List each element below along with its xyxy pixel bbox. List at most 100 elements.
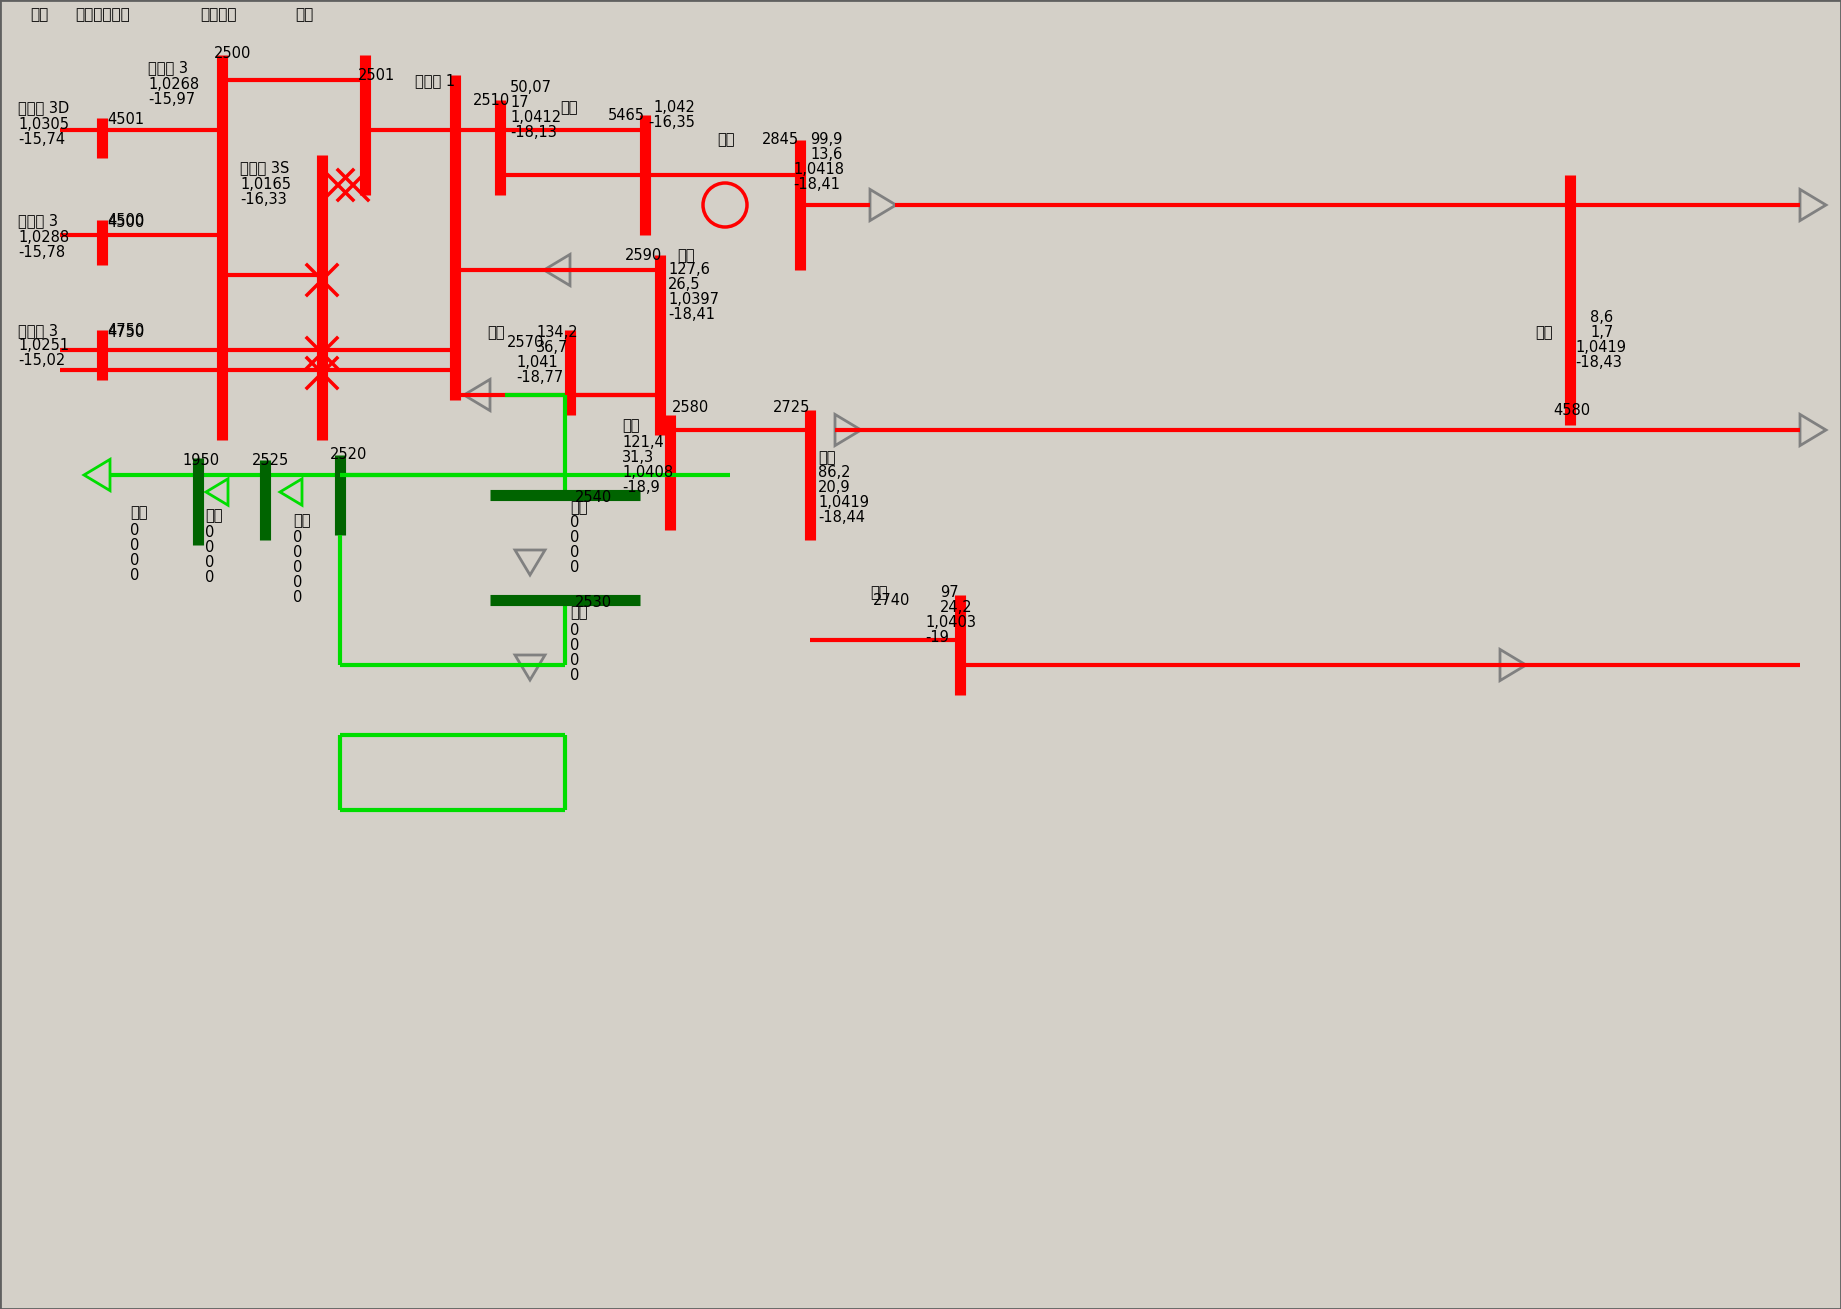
Text: 0: 0 — [204, 555, 214, 569]
Text: 4750: 4750 — [107, 325, 144, 340]
Text: 134,2: 134,2 — [536, 325, 578, 340]
Text: 0: 0 — [293, 590, 302, 605]
Text: 0: 0 — [293, 575, 302, 590]
Text: -18,9: -18,9 — [622, 480, 659, 495]
Text: 24,2: 24,2 — [941, 600, 972, 615]
Text: -15,74: -15,74 — [18, 132, 64, 147]
Text: -18,41: -18,41 — [668, 308, 714, 322]
Text: 0: 0 — [571, 637, 580, 653]
Text: 1,041: 1,041 — [515, 355, 558, 370]
Text: 종남: 종남 — [571, 605, 587, 620]
Text: 0: 0 — [131, 524, 140, 538]
Text: 1,0165: 1,0165 — [239, 177, 291, 192]
Text: 신장: 신장 — [677, 247, 694, 263]
Text: 구의: 구의 — [131, 505, 147, 520]
Text: 1,0397: 1,0397 — [668, 292, 720, 308]
Text: 전력조류: 전력조류 — [201, 8, 236, 22]
Bar — [2, 3, 1839, 27]
Text: 0: 0 — [204, 569, 214, 585]
Text: 5465: 5465 — [608, 109, 644, 123]
Text: 1,0305: 1,0305 — [18, 117, 68, 132]
Text: 2580: 2580 — [672, 401, 709, 415]
Text: 동서울 3S: 동서울 3S — [239, 160, 289, 175]
Text: 송파: 송파 — [488, 325, 504, 340]
Text: 신성남 3D: 신성남 3D — [18, 99, 70, 115]
Text: 1,0408: 1,0408 — [622, 465, 674, 480]
Text: 2510: 2510 — [473, 93, 510, 109]
Text: 17: 17 — [510, 96, 528, 110]
Text: 31,3: 31,3 — [622, 450, 654, 465]
Text: -15,78: -15,78 — [18, 245, 64, 260]
Text: 0: 0 — [293, 560, 302, 575]
Text: 99,9: 99,9 — [810, 132, 843, 147]
Text: 2500: 2500 — [214, 46, 252, 62]
Text: -19: -19 — [924, 630, 948, 645]
Text: 0: 0 — [131, 538, 140, 552]
Text: 삼성: 삼성 — [871, 585, 887, 600]
Text: 1,0288: 1,0288 — [18, 230, 70, 245]
Text: 127,6: 127,6 — [668, 262, 711, 278]
Text: 0: 0 — [571, 530, 580, 545]
Text: 1,042: 1,042 — [654, 99, 694, 115]
Text: 1,0418: 1,0418 — [793, 162, 843, 177]
Text: 0: 0 — [571, 560, 580, 575]
Text: 13,6: 13,6 — [810, 147, 841, 162]
Text: 4501: 4501 — [107, 113, 144, 127]
Text: 8,6: 8,6 — [1591, 310, 1613, 325]
Text: 청평: 청평 — [560, 99, 578, 115]
Text: -15,02: -15,02 — [18, 353, 64, 368]
Text: 36,7: 36,7 — [536, 340, 569, 355]
Text: 복구: 복구 — [29, 8, 48, 22]
Text: 0: 0 — [131, 568, 140, 583]
Text: 2520: 2520 — [330, 446, 368, 462]
Text: 곳지암 3: 곳지암 3 — [18, 323, 59, 338]
Text: 0: 0 — [571, 653, 580, 668]
Text: 0: 0 — [571, 545, 580, 560]
Text: 0: 0 — [204, 541, 214, 555]
Text: 0: 0 — [571, 623, 580, 637]
Text: 0: 0 — [571, 514, 580, 530]
Text: -15,97: -15,97 — [147, 92, 195, 107]
Text: 종료: 종료 — [295, 8, 313, 22]
Text: 2540: 2540 — [574, 490, 613, 505]
Text: 가락: 가락 — [716, 132, 735, 147]
Text: 20,9: 20,9 — [817, 480, 851, 495]
Text: 동서울 1: 동서울 1 — [414, 73, 455, 88]
Text: -16,33: -16,33 — [239, 192, 287, 207]
Text: 0: 0 — [293, 545, 302, 560]
Text: 4580: 4580 — [1554, 403, 1591, 418]
Text: 50,07: 50,07 — [510, 80, 552, 96]
Text: 1,0268: 1,0268 — [147, 77, 199, 92]
Text: 2570: 2570 — [506, 335, 545, 350]
Text: 86,2: 86,2 — [817, 465, 851, 480]
Text: 1,0412: 1,0412 — [510, 110, 562, 124]
Text: 1,0419: 1,0419 — [817, 495, 869, 511]
Text: 2845: 2845 — [762, 132, 799, 147]
Text: 석초: 석초 — [571, 500, 587, 514]
Text: -18,44: -18,44 — [817, 511, 865, 525]
Text: 121,4: 121,4 — [622, 435, 665, 450]
Text: 천호: 천호 — [204, 508, 223, 524]
Text: 4500: 4500 — [107, 213, 144, 228]
Text: 수서: 수서 — [817, 450, 836, 465]
Text: 1,7: 1,7 — [1591, 325, 1613, 340]
Text: 26,5: 26,5 — [668, 278, 700, 292]
Text: 1,0251: 1,0251 — [18, 338, 70, 353]
Text: 2725: 2725 — [773, 401, 810, 415]
Text: 2590: 2590 — [624, 247, 663, 263]
Text: 0: 0 — [204, 525, 214, 541]
Text: 0: 0 — [571, 668, 580, 683]
Text: -18,43: -18,43 — [1576, 355, 1622, 370]
Text: 1,0403: 1,0403 — [924, 615, 976, 630]
Text: -18,41: -18,41 — [793, 177, 839, 192]
Text: 1950: 1950 — [182, 453, 219, 469]
Text: 잠실: 잠실 — [622, 418, 639, 433]
Text: 0: 0 — [293, 530, 302, 545]
Text: -18,77: -18,77 — [515, 370, 563, 385]
Text: 2740: 2740 — [873, 593, 911, 607]
Text: 신성남 3: 신성남 3 — [18, 213, 59, 228]
Text: -16,35: -16,35 — [648, 115, 694, 130]
Text: 동남: 동남 — [1535, 325, 1552, 340]
Text: 0: 0 — [131, 552, 140, 568]
Text: 97: 97 — [941, 585, 959, 600]
